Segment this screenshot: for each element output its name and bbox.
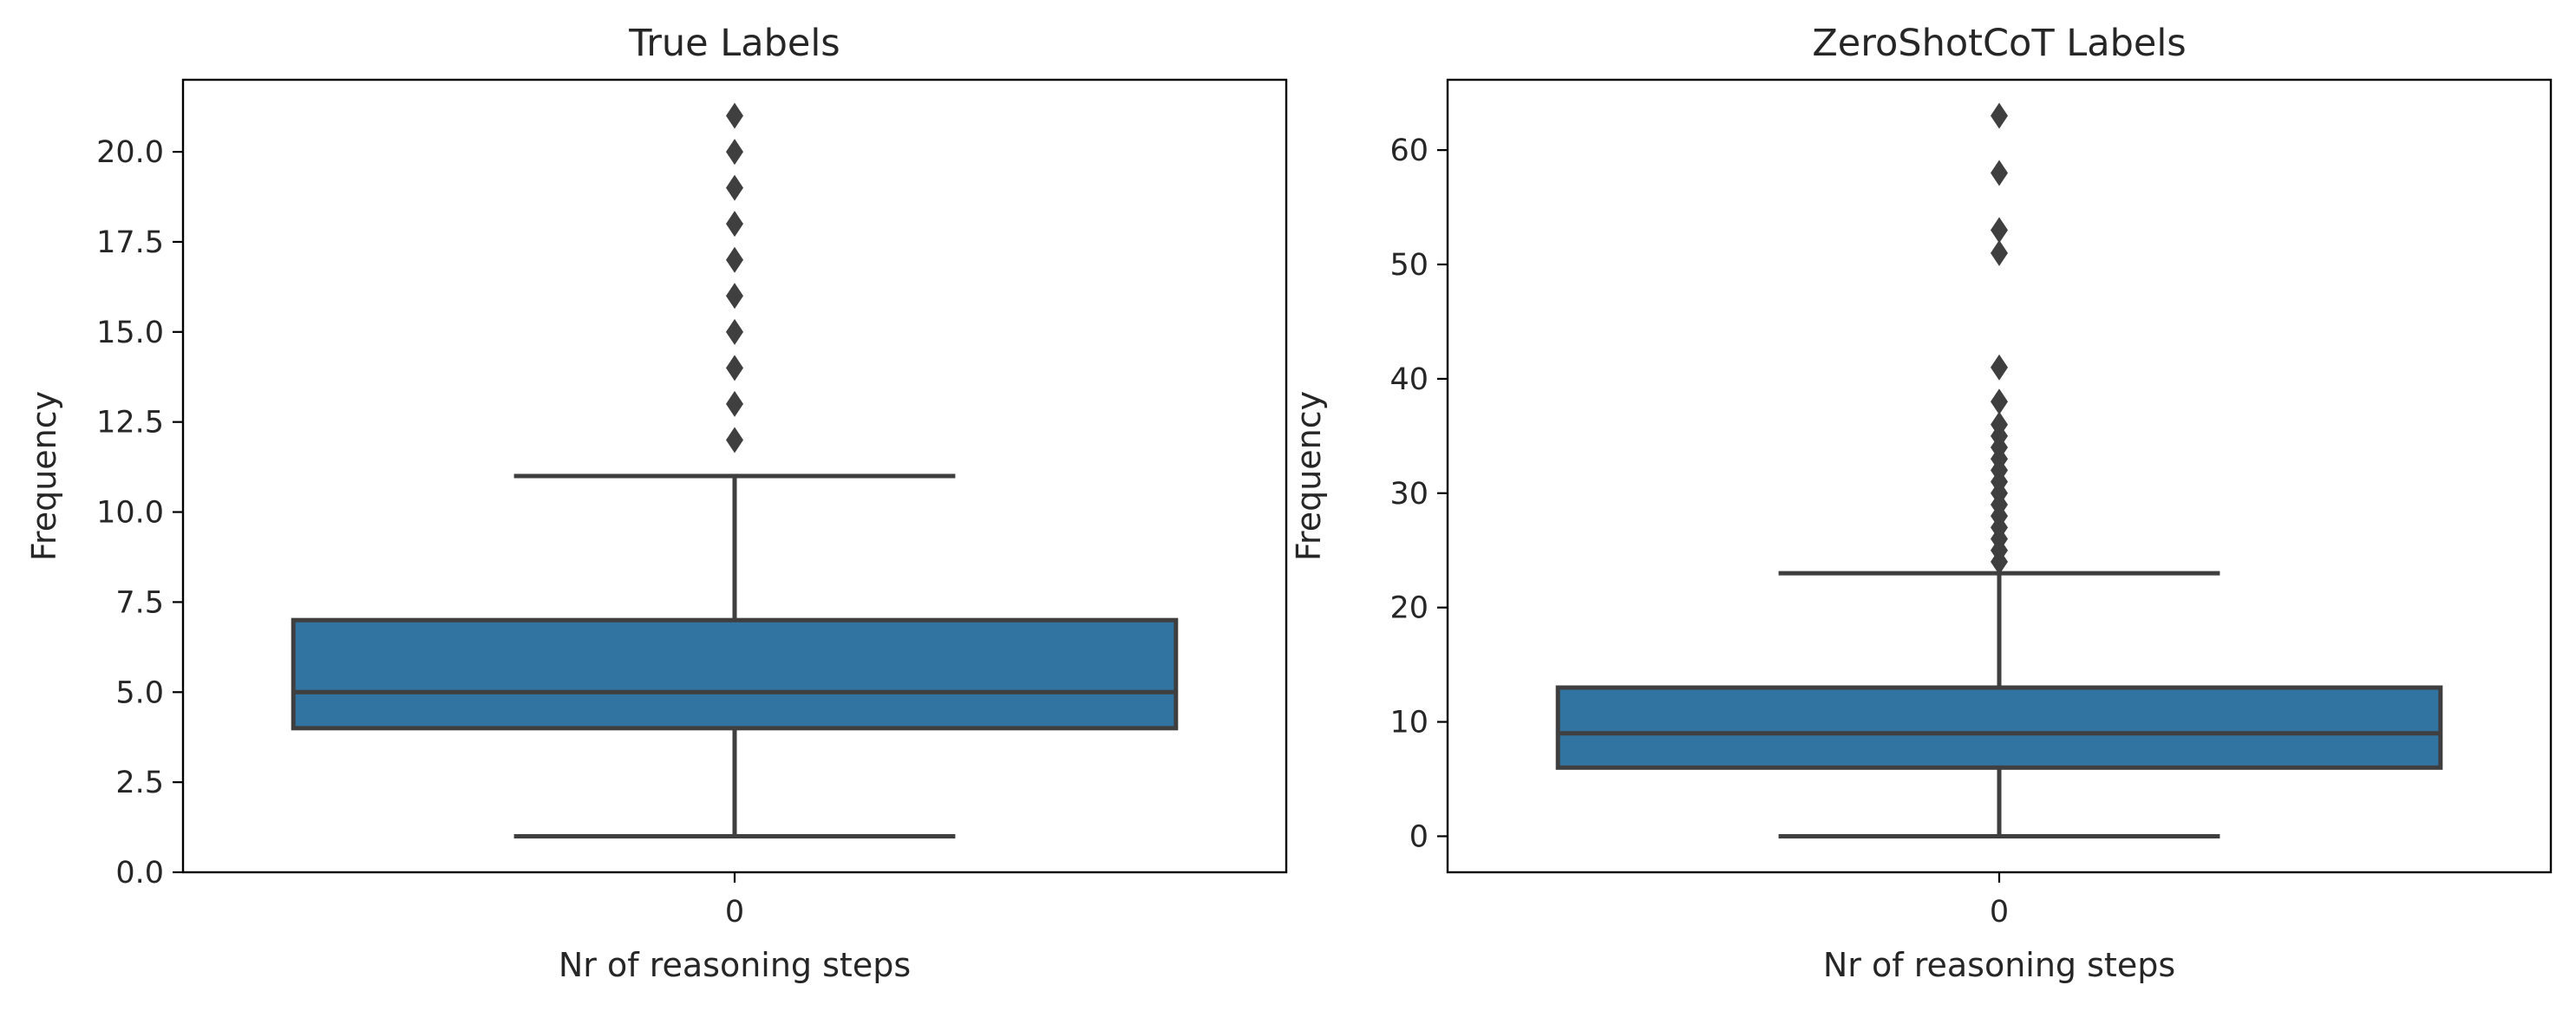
- x-tick-label: 0: [725, 895, 744, 929]
- right-boxplot-panel: 0 10 20 30 40 50 60 0 ZeroShotCoT Labels Nr of re…: [1290, 22, 2553, 984]
- y-tick-label: 10: [1389, 706, 1429, 740]
- y-tick-label: 20: [1389, 591, 1429, 626]
- y-tick-label: 12.5: [96, 406, 164, 440]
- outlier-point: [1991, 239, 2008, 266]
- plot-title: True Labels: [628, 22, 840, 65]
- y-tick-label: 50: [1389, 248, 1429, 283]
- y-axis-label: Frequency: [25, 391, 63, 561]
- outlier-point: [726, 102, 743, 129]
- y-tick-label: 15.0: [96, 316, 164, 350]
- y-axis-label: Frequency: [1290, 391, 1328, 561]
- x-axis-label: Nr of reasoning steps: [559, 946, 911, 984]
- plot-title: ZeroShotCoT Labels: [1812, 22, 2186, 65]
- y-tick-label: 20.0: [96, 135, 164, 170]
- y-tick-label: 2.5: [115, 766, 164, 800]
- outlier-point: [726, 211, 743, 238]
- outlier-point: [726, 283, 743, 310]
- outlier-point: [1991, 217, 2008, 244]
- x-axis-label: Nr of reasoning steps: [1823, 946, 2175, 984]
- outlier-point: [1991, 411, 2008, 438]
- left-boxplot-panel: 0.0 2.5 5.0 7.5 10.0 12.5 15.0 17.5 20.0 0 True La…: [25, 22, 1288, 984]
- x-tick-label: 0: [1990, 895, 2009, 929]
- iqr-box: [291, 617, 1179, 731]
- outlier-point: [1991, 160, 2008, 186]
- outlier-point: [726, 427, 743, 453]
- outlier-point: [726, 318, 743, 345]
- outlier-point: [1991, 102, 2008, 129]
- outlier-point: [726, 174, 743, 201]
- y-tick-label: 60: [1389, 134, 1429, 168]
- y-tick-label: 30: [1389, 477, 1429, 512]
- outlier-point: [1991, 354, 2008, 381]
- y-tick-label: 10.0: [96, 496, 164, 531]
- y-tick-label: 0: [1409, 819, 1429, 854]
- outlier-point: [726, 246, 743, 273]
- outlier-point: [1991, 388, 2008, 415]
- y-tick-label: 40: [1389, 362, 1429, 397]
- y-tick-label: 17.5: [96, 225, 164, 260]
- outlier-point: [726, 390, 743, 417]
- y-tick-label: 0.0: [115, 856, 164, 890]
- y-tick-label: 7.5: [115, 585, 164, 620]
- y-tick-label: 5.0: [115, 675, 164, 710]
- outlier-point: [726, 355, 743, 382]
- iqr-box: [1555, 685, 2443, 770]
- outlier-point: [726, 139, 743, 166]
